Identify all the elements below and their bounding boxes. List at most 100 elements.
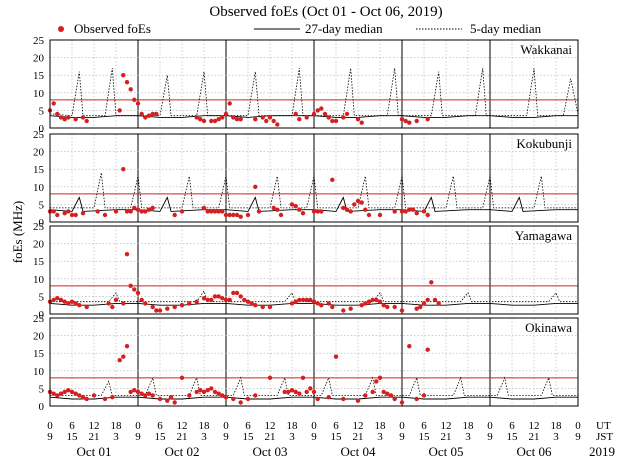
observed-point: [223, 297, 229, 303]
ut-tick-label: 6: [245, 420, 251, 432]
observed-point: [187, 301, 192, 306]
observed-point: [421, 209, 427, 214]
observed-point: [352, 202, 357, 207]
observed-point: [377, 299, 383, 304]
observed-point: [293, 111, 298, 117]
observed-point: [267, 304, 273, 310]
observed-point: [414, 306, 419, 311]
observed-point: [256, 209, 262, 214]
observed-point: [58, 297, 64, 303]
observed-point: [84, 118, 89, 124]
observed-point: [227, 212, 232, 218]
observed-point: [121, 167, 126, 172]
observed-point: [73, 301, 78, 306]
observed-point: [223, 111, 229, 117]
ut-tick-label: 12: [265, 420, 276, 432]
observed-point: [212, 294, 218, 299]
observed-point: [62, 389, 67, 395]
observed-point: [275, 207, 280, 212]
observed-point: [51, 209, 56, 214]
observed-point: [231, 212, 236, 218]
observed-point: [297, 391, 302, 396]
observed-point: [212, 389, 218, 395]
jst-tick-label: 9: [487, 431, 493, 443]
observed-point: [245, 299, 251, 304]
ut-tick-label: 12: [177, 420, 188, 432]
jst-tick-label: 9: [223, 431, 229, 443]
observed-point: [91, 393, 97, 398]
jst-tick-label: 3: [465, 431, 471, 443]
ut-tick-label: 6: [157, 420, 163, 432]
series-5day-median: [50, 376, 578, 396]
y-tick-label: 20: [33, 239, 45, 251]
observed-point: [231, 396, 236, 402]
observed-point: [146, 391, 152, 396]
observed-point: [55, 212, 60, 218]
series-5day-median: [50, 172, 578, 209]
y-tick-label: 10: [33, 88, 45, 100]
observed-point: [179, 375, 185, 380]
observed-point: [403, 209, 408, 214]
observed-point: [399, 400, 405, 405]
observed-point: [62, 211, 67, 216]
observed-point: [209, 209, 214, 214]
observed-point: [414, 211, 419, 216]
observed-point: [128, 389, 133, 395]
observed-point: [238, 214, 243, 219]
panel-wakkanai: 0 5 10 15 20 25 Wakkanai: [33, 35, 579, 135]
jst-tick-label: 21: [89, 431, 100, 443]
observed-point: [341, 308, 346, 313]
jst-tick-label: 15: [67, 431, 79, 443]
observed-point: [69, 212, 75, 218]
jst-tick-label: 15: [331, 431, 343, 443]
y-tick-label: 25: [33, 313, 45, 325]
observed-point: [231, 115, 236, 120]
observed-point: [212, 209, 218, 214]
observed-point: [110, 395, 115, 400]
observed-point: [143, 393, 148, 398]
ut-tick-label: 0: [47, 420, 53, 432]
observed-point: [66, 301, 71, 306]
observed-point: [51, 391, 56, 396]
panel-frame: [49, 225, 579, 315]
observed-point: [297, 297, 302, 303]
jst-tick-label: 15: [507, 431, 519, 443]
observed-point: [55, 296, 60, 301]
panel-frame: [49, 133, 579, 223]
observed-point: [157, 396, 163, 402]
observed-point: [399, 117, 405, 122]
observed-point: [227, 297, 232, 303]
observed-point: [84, 304, 89, 310]
observed-point: [234, 290, 240, 296]
observed-point: [212, 118, 218, 124]
observed-point: [209, 297, 214, 303]
legend-27day-label: 27-day median: [305, 21, 383, 36]
legend-5day-label: 5-day median: [470, 21, 542, 36]
panel-frame: [49, 317, 579, 407]
observed-point: [297, 117, 302, 122]
y-tick-label: 5: [39, 199, 45, 211]
observed-point: [69, 389, 75, 395]
chart-title: Observed foEs (Oct 01 - Oct 06, 2019): [209, 4, 442, 20]
observed-point: [80, 115, 86, 120]
observed-point: [286, 389, 291, 395]
observed-point: [311, 389, 317, 395]
y-axis-label: foEs (MHz): [10, 201, 25, 263]
observed-point: [223, 395, 229, 400]
observed-point: [172, 212, 177, 218]
observed-point: [308, 297, 313, 303]
observed-point: [139, 209, 144, 214]
observed-point: [429, 280, 434, 285]
jst-tick-label: 3: [113, 431, 119, 443]
ut-tick-label: 0: [399, 420, 405, 432]
observed-point: [267, 375, 273, 380]
station-label: Kokubunji: [516, 136, 572, 151]
observed-point: [253, 303, 258, 308]
y-tick-label: 0: [39, 309, 45, 321]
date-label: Oct 01: [76, 444, 111, 457]
jst-tick-label: 21: [441, 431, 452, 443]
observed-point: [308, 386, 313, 391]
observed-point: [275, 122, 280, 127]
observed-point: [245, 212, 251, 218]
observed-point: [330, 304, 335, 310]
